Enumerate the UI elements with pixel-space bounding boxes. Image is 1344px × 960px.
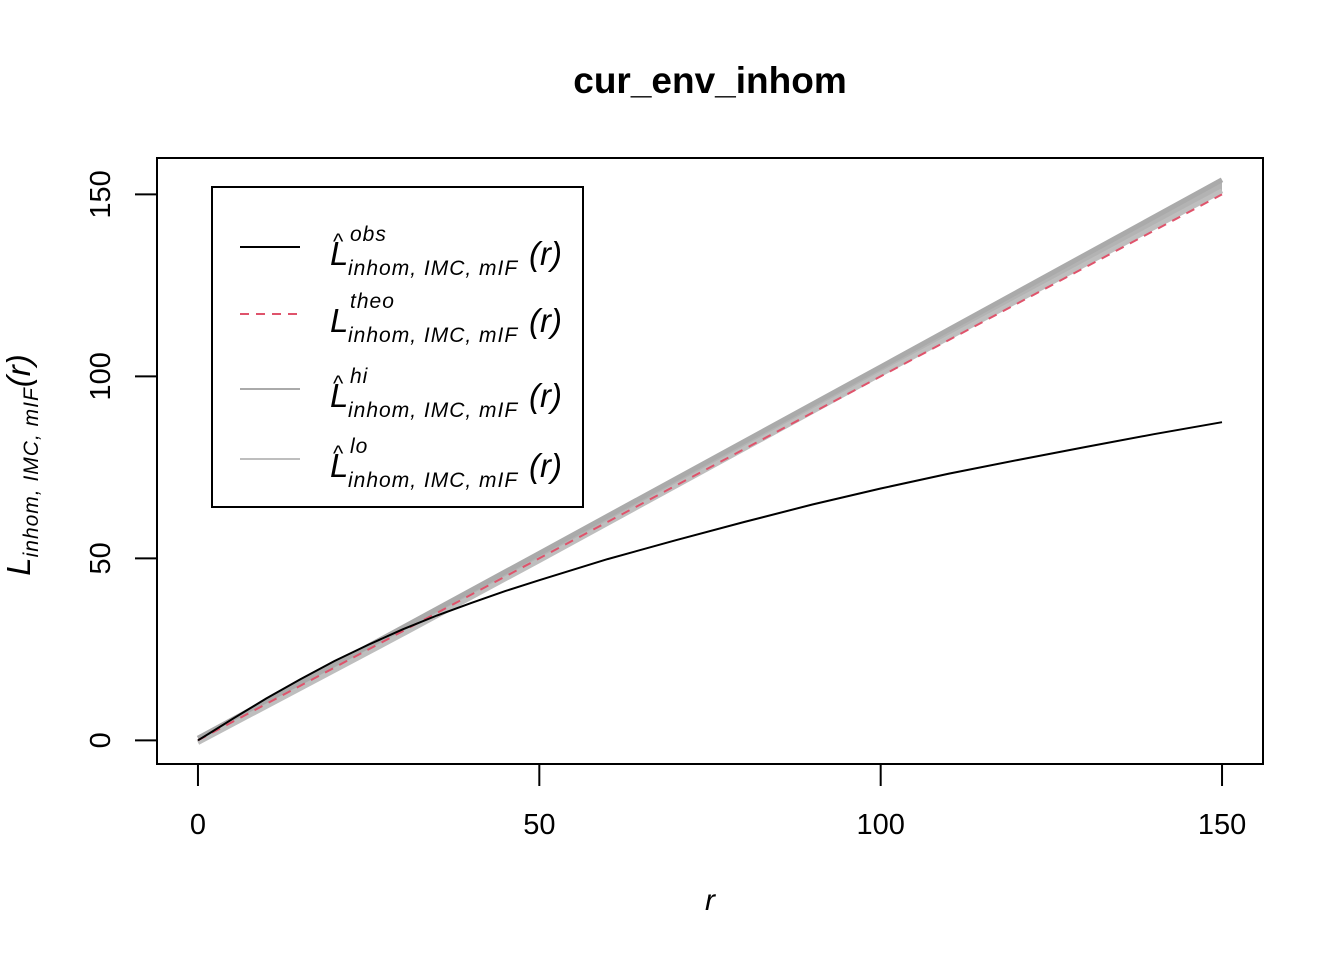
legend-box — [211, 186, 584, 508]
legend-sub: inhom, IMC, mIF — [348, 399, 518, 422]
y-axis: 0 50 100 150 — [85, 170, 158, 748]
y-axis-label-sub: inhom, IMC, mIF — [20, 387, 43, 557]
legend-sub: inhom, IMC, mIF — [348, 469, 518, 492]
legend-sup: lo — [350, 435, 368, 458]
legend-main: L — [330, 302, 348, 339]
series-line-theo — [197, 193, 1223, 742]
legend-sub: inhom, IMC, mIF — [348, 324, 518, 347]
y-tick-label: 50 — [85, 542, 117, 574]
series-line-lo — [196, 188, 1224, 745]
legend-suffix: (r) — [529, 447, 562, 484]
legend-entry-obs: L^ obs inhom, IMC, mIF (r) — [330, 223, 562, 280]
series-lines — [196, 177, 1224, 745]
x-axis: 0 50 100 150 — [190, 763, 1246, 841]
legend-main: L — [330, 235, 348, 272]
legend-sup: obs — [350, 223, 387, 246]
legend-main: L — [330, 377, 348, 414]
y-tick-label: 100 — [85, 352, 117, 400]
legend-hat: ^ — [333, 229, 344, 254]
y-axis-label-main: L — [0, 557, 37, 575]
x-axis-label: r — [705, 884, 716, 917]
series-line-obs — [197, 421, 1223, 742]
x-tick-label: 50 — [523, 809, 555, 841]
y-tick-label: 0 — [85, 732, 117, 748]
legend-main: L — [330, 447, 348, 484]
legend-sup: hi — [350, 365, 369, 388]
legend-suffix: (r) — [529, 235, 562, 272]
legend-entry-hi: L^ hi inhom, IMC, mIF (r) — [330, 365, 562, 422]
x-tick-label: 100 — [856, 809, 904, 841]
y-tick-label: 150 — [85, 170, 117, 218]
series-line-hi — [196, 177, 1224, 741]
legend-suffix: (r) — [529, 377, 562, 414]
chart-title: cur_env_inhom — [573, 60, 846, 101]
legend-hat: ^ — [333, 371, 344, 396]
legend-hat: ^ — [333, 441, 344, 466]
legend-sub: inhom, IMC, mIF — [348, 257, 518, 280]
x-tick-label: 0 — [190, 809, 206, 841]
y-axis-label-suffix: (r) — [0, 354, 37, 387]
y-axis-label: Linhom, IMC, mIF(r) — [0, 354, 43, 576]
x-tick-label: 150 — [1198, 809, 1246, 841]
legend-suffix: (r) — [529, 302, 562, 339]
legend-sup: theo — [350, 290, 395, 313]
legend-entry-lo: L^ lo inhom, IMC, mIF (r) — [330, 435, 562, 492]
